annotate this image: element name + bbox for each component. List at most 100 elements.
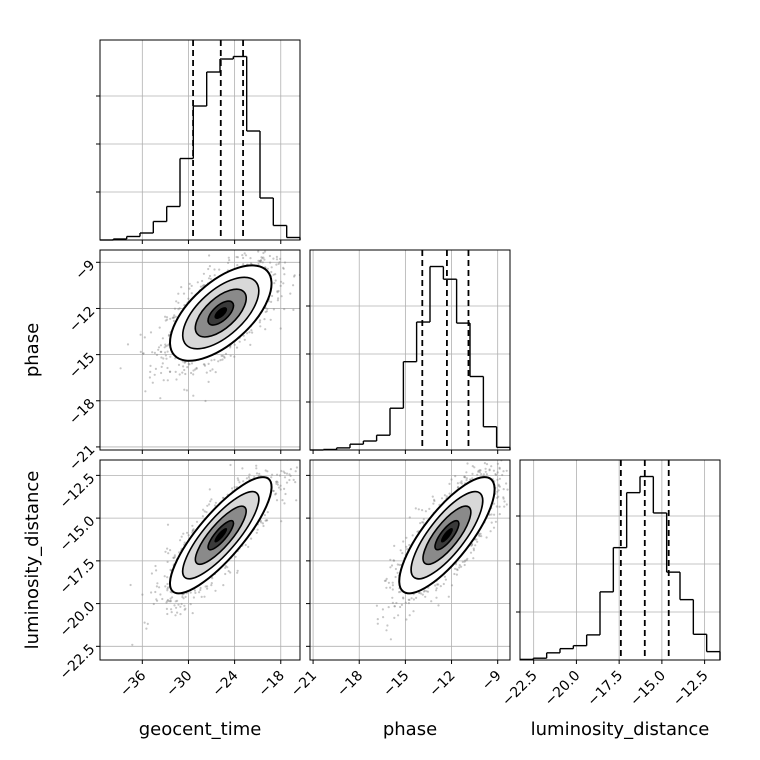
sample-point	[184, 372, 187, 376]
sample-point	[259, 259, 263, 262]
sample-point	[166, 344, 169, 347]
sample-point	[217, 360, 220, 363]
y-axis-label-luminosity_distance: luminosity_distance	[22, 471, 43, 650]
sample-point	[163, 346, 166, 349]
sample-point	[514, 483, 516, 485]
sample-point	[255, 472, 259, 475]
sample-point	[210, 584, 213, 587]
sample-point	[264, 246, 266, 248]
sample-point	[243, 241, 245, 243]
sample-point	[283, 502, 286, 505]
sample-point	[415, 596, 418, 600]
sample-point	[398, 591, 401, 594]
sample-point	[460, 480, 463, 483]
sample-point	[402, 596, 405, 599]
sample-point	[182, 532, 185, 535]
sample-point	[243, 338, 246, 341]
sample-point	[203, 364, 207, 367]
sample-point	[505, 452, 507, 454]
sample-point	[422, 521, 425, 524]
sample-point	[283, 273, 286, 276]
axis-labels: geocent_time phase luminosity_distancephas…	[22, 323, 709, 740]
sample-point	[151, 351, 154, 354]
sample-point	[553, 448, 555, 450]
sample-point	[233, 343, 236, 346]
contour-line	[398, 476, 496, 595]
sample-point	[466, 462, 469, 465]
sample-point	[161, 362, 164, 365]
sample-point	[160, 350, 163, 353]
histogram-phase	[306, 249, 511, 454]
sample-point	[224, 566, 227, 570]
sample-point	[444, 578, 447, 581]
sample-point	[479, 532, 482, 536]
y-tick-label: −21	[66, 442, 98, 474]
sample-point	[375, 604, 378, 607]
sample-point	[236, 569, 239, 572]
sample-point	[443, 494, 446, 497]
sample-point	[448, 492, 451, 495]
sample-point	[526, 490, 528, 492]
sample-point	[453, 572, 456, 576]
sample-point	[289, 468, 292, 471]
contour-line	[181, 276, 260, 350]
sample-point	[288, 478, 291, 482]
sample-point	[190, 362, 194, 365]
sample-point	[208, 503, 211, 506]
sample-point	[426, 590, 430, 593]
sample-point	[238, 481, 241, 484]
sample-point	[405, 536, 408, 539]
sample-point	[177, 301, 180, 304]
sample-point	[169, 590, 172, 594]
sample-point	[278, 474, 282, 477]
sample-point	[227, 256, 230, 259]
sample-point	[259, 325, 262, 328]
sample-point	[447, 595, 450, 598]
sample-point	[284, 492, 287, 496]
sample-point	[407, 602, 410, 605]
sample-point	[253, 476, 256, 479]
sample-point	[182, 597, 185, 600]
sample-point	[168, 370, 172, 373]
sample-point	[166, 587, 169, 590]
sample-point	[280, 469, 283, 473]
sample-point	[149, 364, 152, 367]
sample-point	[152, 602, 155, 606]
sample-point	[376, 622, 379, 625]
sample-point	[173, 307, 177, 310]
sample-point	[283, 261, 287, 264]
sample-point	[166, 318, 169, 321]
sample-point	[223, 355, 226, 358]
sample-point	[166, 612, 169, 616]
sample-point	[410, 597, 413, 600]
sample-point	[209, 277, 212, 281]
sample-point	[476, 473, 479, 476]
sample-point	[269, 261, 272, 264]
sample-point	[160, 356, 163, 359]
sample-point	[155, 598, 158, 601]
sample-point	[237, 479, 240, 482]
sample-point	[443, 575, 446, 578]
sample-point	[270, 476, 273, 479]
sample-point	[394, 575, 397, 579]
sample-point	[475, 538, 478, 541]
sample-point	[292, 284, 295, 287]
sample-point	[224, 572, 227, 576]
sample-point	[463, 475, 466, 478]
sample-point	[162, 357, 165, 360]
sample-point	[292, 308, 295, 311]
sample-point	[266, 267, 269, 270]
sample-point	[376, 618, 379, 621]
sample-point	[277, 297, 280, 300]
sample-point	[494, 520, 497, 523]
sample-point	[393, 559, 396, 562]
sample-point	[192, 373, 195, 376]
sample-point	[276, 291, 279, 294]
sample-point	[304, 247, 306, 249]
sample-point	[450, 478, 453, 481]
sample-point	[488, 468, 491, 471]
sample-point	[142, 352, 145, 355]
sample-point	[279, 284, 282, 287]
sample-point	[169, 549, 172, 552]
contour-line	[207, 519, 235, 551]
